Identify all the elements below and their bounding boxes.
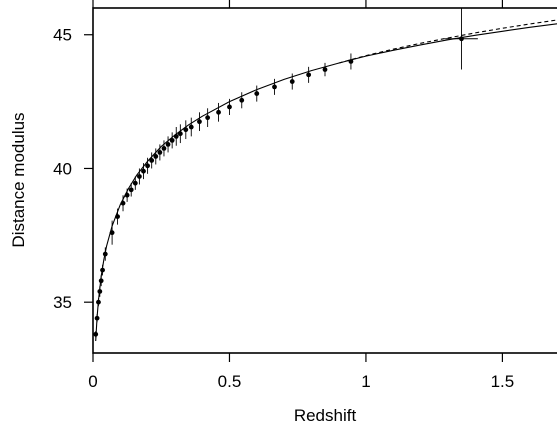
- data-points: [93, 8, 478, 338]
- x-tick-label: 1: [361, 372, 370, 391]
- point-marker: [145, 163, 150, 169]
- data-point: [124, 188, 130, 202]
- data-point: [205, 108, 211, 128]
- data-point: [239, 92, 245, 109]
- point-marker: [216, 109, 221, 115]
- point-marker: [254, 91, 260, 96]
- point-marker: [124, 192, 130, 198]
- point-marker: [239, 97, 245, 103]
- x-tick-label: 0: [88, 372, 97, 391]
- point-marker: [173, 133, 179, 139]
- point-marker: [97, 289, 103, 294]
- point-marker: [102, 251, 108, 257]
- data-point: [169, 132, 175, 149]
- data-point: [141, 163, 146, 180]
- data-point: [97, 286, 103, 297]
- data-point: [227, 98, 232, 115]
- point-marker: [165, 141, 171, 147]
- data-point: [289, 73, 295, 90]
- data-point: [145, 157, 150, 174]
- data-point: [137, 168, 142, 185]
- x-tick-label: 1.5: [491, 372, 515, 391]
- data-point: [94, 314, 100, 323]
- data-point: [120, 195, 126, 212]
- point-marker: [94, 315, 100, 321]
- point-marker: [120, 200, 126, 206]
- data-point: [272, 78, 277, 95]
- data-point: [165, 136, 171, 153]
- data-point: [173, 127, 179, 146]
- x-axis-title: Redshift: [294, 406, 357, 425]
- point-marker: [96, 299, 101, 305]
- point-marker: [197, 119, 202, 125]
- data-point: [322, 62, 328, 77]
- axis-ticks: 0 0.5 1 1.5 35 40 45: [53, 0, 514, 391]
- point-marker: [322, 67, 328, 72]
- data-point: [306, 66, 312, 83]
- data-point: [183, 120, 189, 140]
- data-point: [188, 117, 194, 137]
- point-marker: [115, 214, 120, 220]
- data-point: [254, 85, 260, 102]
- point-marker: [348, 59, 354, 64]
- data-point: [115, 208, 120, 225]
- point-marker: [93, 331, 99, 337]
- point-marker: [137, 174, 142, 179]
- data-point: [98, 275, 104, 287]
- data-point: [128, 183, 134, 197]
- plot-frame: [92, 7, 557, 354]
- data-point: [132, 176, 138, 190]
- point-marker: [272, 84, 277, 90]
- point-marker: [183, 127, 189, 133]
- point-marker: [177, 131, 183, 137]
- data-point: [109, 220, 115, 245]
- point-marker: [100, 267, 105, 273]
- data-point: [348, 53, 354, 70]
- x-tick-label: 0.5: [218, 372, 242, 391]
- dashed-model-curve: [338, 19, 557, 64]
- point-marker: [306, 72, 312, 78]
- data-point: [161, 140, 167, 157]
- data-point: [100, 264, 105, 276]
- point-marker: [141, 168, 146, 174]
- data-point: [149, 152, 155, 169]
- data-point: [102, 247, 108, 261]
- point-marker: [149, 158, 155, 163]
- y-tick-label: 40: [53, 159, 72, 178]
- data-point: [93, 331, 99, 338]
- y-axis-title: Distance modulus: [9, 112, 28, 247]
- data-point: [216, 102, 221, 122]
- point-marker: [153, 154, 159, 159]
- point-marker: [157, 150, 163, 155]
- point-marker: [128, 187, 134, 193]
- data-point: [177, 124, 183, 144]
- data-point: [157, 144, 163, 161]
- point-marker: [161, 146, 167, 151]
- point-marker: [289, 79, 295, 84]
- y-tick-label: 35: [53, 293, 72, 312]
- y-tick-label: 45: [53, 26, 72, 45]
- point-marker: [188, 124, 194, 130]
- point-marker: [169, 137, 175, 143]
- point-marker: [98, 278, 104, 284]
- point-marker: [109, 230, 115, 236]
- data-point: [197, 112, 202, 132]
- data-point: [153, 148, 159, 165]
- point-marker: [227, 104, 232, 110]
- point-marker: [205, 115, 211, 121]
- data-point: [96, 298, 101, 307]
- point-marker: [132, 180, 138, 186]
